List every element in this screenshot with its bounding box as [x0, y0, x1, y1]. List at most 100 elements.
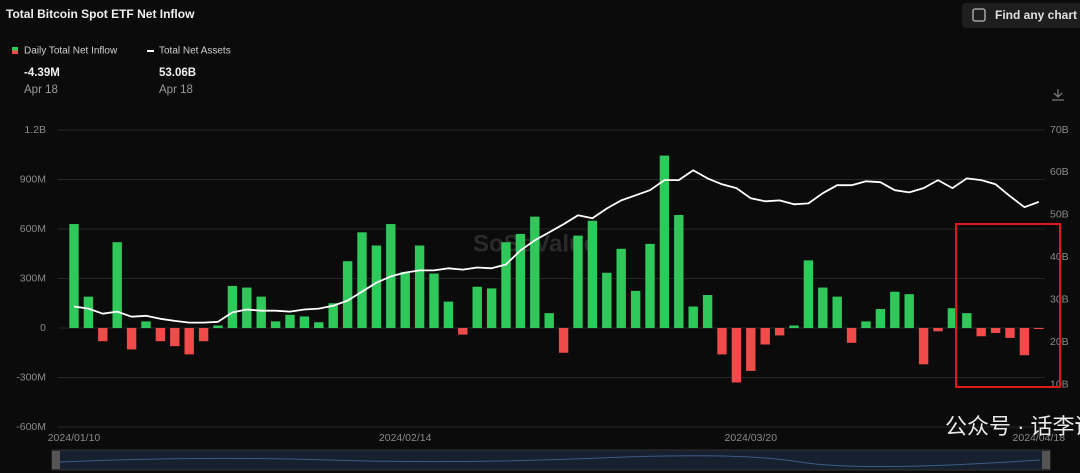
legend-label: Daily Total Net Inflow [24, 46, 118, 57]
x-tick-label: 2024/02/14 [379, 432, 432, 444]
bar [702, 295, 713, 328]
highlight-box [955, 223, 1061, 388]
bar [357, 232, 367, 328]
bar [717, 328, 727, 355]
slider-handle[interactable] [52, 451, 60, 469]
button-icon [972, 8, 986, 22]
bar [227, 285, 238, 328]
button-bg[interactable] [962, 3, 1080, 28]
bar [112, 242, 122, 328]
bar [760, 328, 770, 345]
latest-date: Apr 18 [159, 84, 193, 96]
bar [400, 271, 410, 328]
bar [947, 308, 958, 328]
bar [789, 325, 799, 328]
button-label[interactable]: Find any chart [995, 8, 1077, 22]
bar [242, 287, 252, 328]
bar [472, 286, 482, 328]
bar [645, 243, 655, 328]
bar [674, 214, 684, 328]
y-tick-label: 1.2B [24, 124, 46, 136]
y-tick-label: 300M [20, 272, 46, 284]
bar [659, 155, 670, 328]
bar [213, 325, 223, 328]
bar [602, 272, 612, 328]
bar [328, 303, 338, 328]
bar [630, 290, 641, 328]
line [73, 169, 1040, 324]
annotation: 公众号 · 话李话外 [945, 414, 1080, 439]
bar [184, 328, 194, 355]
bar [846, 328, 857, 343]
slider-handle[interactable] [1042, 451, 1050, 469]
find-chart-button[interactable]: Find any chart [962, 3, 1080, 28]
bar [587, 220, 598, 328]
bar [170, 328, 180, 347]
bar [486, 288, 497, 328]
bar [731, 328, 742, 383]
bar [155, 328, 166, 342]
legend-swatch [12, 50, 18, 54]
bar [126, 328, 137, 350]
bar [918, 328, 929, 365]
bar [573, 235, 583, 328]
y2-tick-label: 60B [1050, 166, 1069, 178]
bar [530, 216, 540, 328]
bar [198, 328, 209, 342]
bar [803, 260, 814, 328]
bar [429, 273, 439, 328]
y-tick-label: 0 [40, 322, 46, 334]
bar [904, 294, 914, 328]
download-glyph[interactable] [1052, 89, 1064, 101]
bar [1019, 328, 1030, 356]
bar [314, 322, 324, 328]
bar [458, 328, 468, 335]
bar [83, 296, 94, 328]
y2-tick-label: 70B [1050, 124, 1069, 136]
bar [861, 321, 871, 328]
bar [558, 328, 569, 353]
y-tick-label: -300M [16, 371, 46, 383]
bar [515, 233, 526, 328]
bar [371, 245, 382, 328]
bar [976, 328, 986, 337]
bar [443, 301, 454, 328]
bar [285, 314, 295, 328]
legend-label: Total Net Assets [159, 46, 231, 57]
bar [875, 309, 886, 328]
legend-swatch [12, 47, 18, 51]
bar [746, 328, 756, 371]
bar [774, 328, 785, 336]
bar [1005, 328, 1015, 338]
latest-value: 53.06B [159, 67, 196, 79]
x-tick-label: 2024/01/10 [48, 432, 101, 444]
bar [688, 306, 698, 328]
bar [832, 296, 842, 328]
bar [256, 296, 266, 328]
bar [1034, 328, 1044, 329]
bar [342, 261, 353, 328]
y-tick-label: -600M [16, 421, 46, 433]
y-tick-label: 900M [20, 173, 46, 185]
bar [270, 321, 281, 328]
range-slider[interactable] [51, 449, 1051, 471]
bar [141, 321, 151, 328]
latest-date: Apr 18 [24, 84, 58, 96]
x-tick-label: 2024/03/20 [725, 432, 778, 444]
bar [98, 328, 108, 342]
bar [818, 287, 828, 328]
bar [933, 328, 943, 332]
bar [616, 248, 626, 328]
latest-value: -4.39M [24, 67, 60, 79]
slider-preview [59, 455, 1041, 468]
plot: -600M-300M0300M600M900M1.2B10B20B30B40B5… [16, 124, 1068, 444]
download-icon[interactable] [1052, 89, 1064, 101]
bar [544, 313, 554, 328]
bar [501, 242, 511, 328]
x-tick-label: 2024/04/18 [1013, 432, 1066, 444]
bar [414, 245, 425, 328]
bar [990, 328, 1001, 333]
chart-title: Total Bitcoin Spot ETF Net Inflow [6, 7, 195, 21]
bar [69, 224, 79, 328]
